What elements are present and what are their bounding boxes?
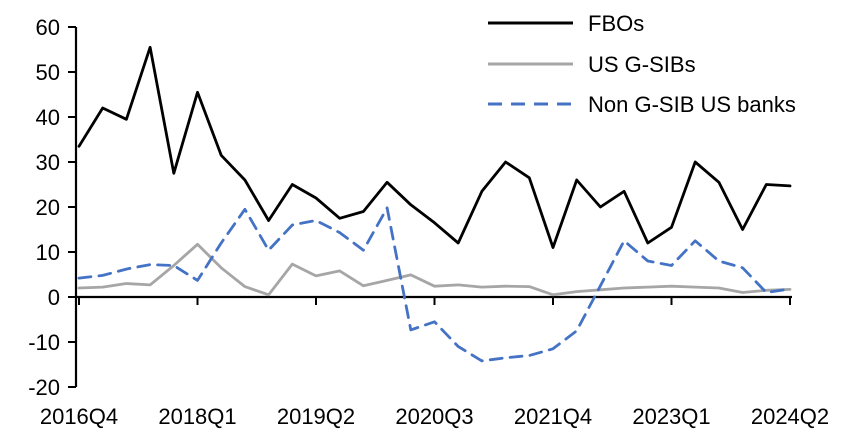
legend-item-us-gsibs: US G-SIBs: [488, 52, 696, 77]
x-tick-label: 2021Q4: [514, 404, 592, 429]
x-tick-label: 2020Q3: [395, 404, 473, 429]
series-line-us-g-sibs: [77, 242, 792, 297]
y-tick-label: -10: [28, 330, 60, 355]
y-tick-label: 20: [36, 195, 60, 220]
axes: [68, 26, 792, 388]
series-line-non-g-sib-us-banks: [77, 206, 792, 363]
y-tick-label: 30: [36, 150, 60, 175]
series-line-fbos: [77, 45, 792, 249]
x-tick-label: 2016Q4: [40, 404, 118, 429]
y-tick-label: 50: [36, 60, 60, 85]
y-tick-label: 60: [36, 15, 60, 40]
x-tick-label: 2023Q1: [632, 404, 710, 429]
legend-label-fbos: FBOs: [588, 11, 644, 36]
legend: FBOs US G-SIBs Non G-SIB US banks: [488, 11, 796, 117]
y-tick-label: -20: [28, 375, 60, 400]
legend-item-non-gsib: Non G-SIB US banks: [488, 92, 796, 117]
legend-label-us-gsibs: US G-SIBs: [588, 52, 696, 77]
x-tick-label: 2024Q2: [751, 404, 829, 429]
x-axis-tick-labels: 2016Q4 2018Q1 2019Q2 2020Q3 2021Q4 2023Q1 2024…: [40, 404, 829, 429]
x-tick-label: 2019Q2: [277, 404, 355, 429]
legend-label-non-gsib: Non G-SIB US banks: [588, 92, 796, 117]
y-tick-label: 0: [48, 285, 60, 310]
legend-item-fbos: FBOs: [488, 11, 644, 36]
x-tick-label: 2018Q1: [158, 404, 236, 429]
y-tick-label: 40: [36, 105, 60, 130]
series-lines: [77, 45, 792, 363]
y-tick-label: 10: [36, 240, 60, 265]
y-axis-tick-labels: -20 -10 0 10 20 30 40 50 60: [28, 15, 60, 400]
